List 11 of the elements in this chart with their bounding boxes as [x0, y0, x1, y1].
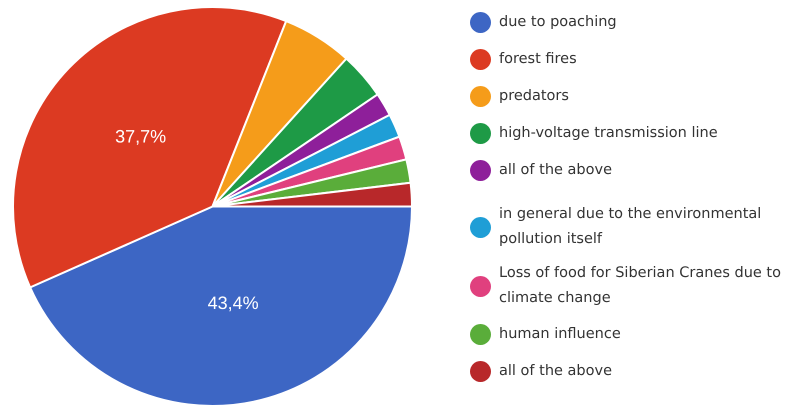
- legend-label: due to poaching: [499, 12, 618, 32]
- legend-label: high-voltage transmission line: [499, 124, 719, 142]
- legend-label: all of the above: [499, 160, 614, 180]
- data-label: 37,7%: [115, 126, 166, 146]
- legend-label: forest fires: [499, 50, 578, 68]
- legend-label: predators: [499, 86, 570, 106]
- legend-label: all of the above: [499, 362, 614, 380]
- legend-label: human influence: [499, 324, 622, 344]
- data-label: 43,4%: [208, 293, 259, 314]
- legend-label: Loss of food for Siberian Cranes due to climate change: [499, 264, 782, 308]
- legend-label: in general due to the environmental pollution itself: [499, 205, 762, 249]
